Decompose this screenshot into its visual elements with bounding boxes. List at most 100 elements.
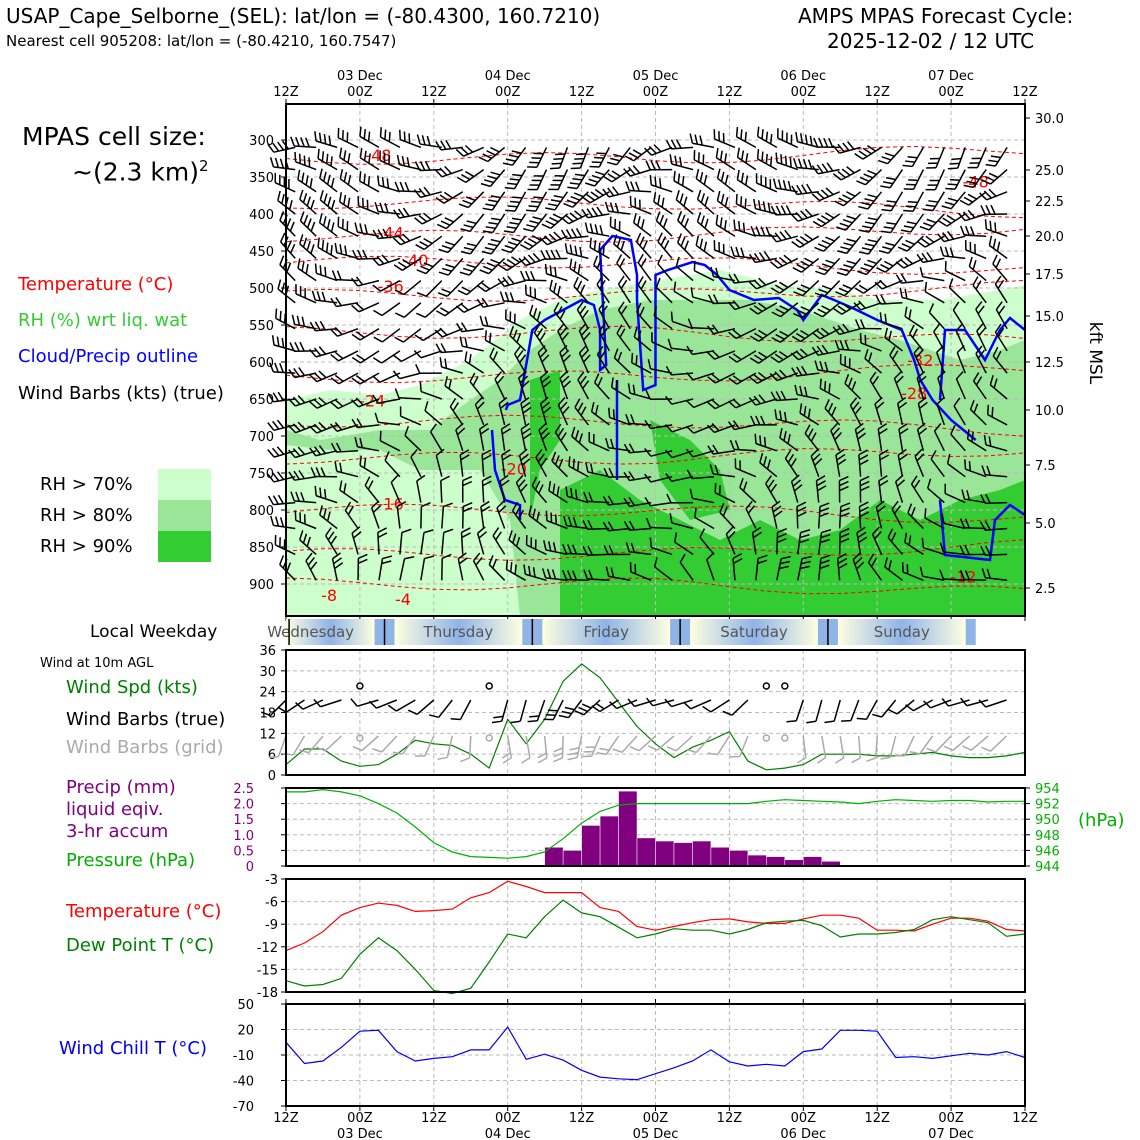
xsection-wind-barb <box>878 235 904 255</box>
precip-bar <box>655 840 675 867</box>
cell-size-text: ~(2.3 km) <box>72 157 199 187</box>
xsection-wind-barb <box>393 350 422 363</box>
wind-barb-grid <box>521 735 531 764</box>
xsection-wind-barb <box>518 448 531 477</box>
xsection-wind-barb <box>966 429 987 452</box>
xsection-wind-barb <box>902 147 925 168</box>
top-date-label: 03 Dec <box>337 69 383 84</box>
temperature-contour-label: -16 <box>378 494 404 513</box>
xsection-wind-barb <box>791 183 819 196</box>
xsection-wind-barb <box>908 324 924 352</box>
precip-legend-1: Precip (mm) <box>66 777 176 798</box>
xsection-wind-barb <box>455 422 466 452</box>
xsection-wind-barb <box>992 254 1008 282</box>
xsection-wind-barb <box>947 147 966 170</box>
xsection-wind-barb <box>528 505 547 530</box>
xsection-wind-barb <box>416 134 442 149</box>
xsection-wind-barb <box>330 442 359 453</box>
xsection-wind-barb <box>330 297 359 308</box>
xsection-wind-barb <box>489 347 506 374</box>
xsection-wind-barb <box>891 500 904 529</box>
xsection-wind-barb <box>581 206 610 219</box>
xsection-wind-barb <box>814 235 841 252</box>
xsection-wind-barb <box>856 257 883 276</box>
wind-barb-grid <box>437 735 454 761</box>
wind-barb-grid <box>553 735 564 763</box>
bottom-hour-label: 12Z <box>864 1111 890 1126</box>
xsection-wind-barb <box>651 332 673 352</box>
xsection-wind-barb <box>884 557 903 581</box>
xsection-wind-barb <box>959 225 987 237</box>
xsection-wind-barb <box>267 471 296 483</box>
xsection-wind-barb <box>645 160 673 171</box>
xsection-wind-barb <box>790 474 803 503</box>
xsection-wind-barb <box>941 191 966 210</box>
xsection-wind-barb <box>878 449 890 477</box>
xsection-wind-barb <box>728 372 757 385</box>
xsection-wind-barb <box>434 165 463 178</box>
xsection-wind-barb <box>456 322 484 333</box>
xsection-wind-barb <box>676 233 694 259</box>
xsection-wind-barb <box>319 505 338 530</box>
kft-tick-label: 12.5 <box>1035 356 1064 371</box>
wind-barb-true <box>350 698 379 707</box>
xsection-wind-barb <box>975 345 987 374</box>
xsection-wind-barb <box>488 555 506 581</box>
xsection-wind-barb <box>880 213 904 234</box>
xsection-wind-barb <box>291 314 317 330</box>
xsection-wind-barb <box>574 398 589 426</box>
xsection-wind-barb <box>897 448 908 477</box>
xsection-wind-barb <box>500 423 511 451</box>
xsection-wind-barb <box>267 446 296 458</box>
weekday-band-gradient <box>394 619 523 645</box>
xsection-wind-barb <box>449 397 464 426</box>
xsection-wind-barb <box>775 152 799 171</box>
precip-frame <box>285 787 1026 867</box>
pressure-tick-label: 650 <box>249 393 274 408</box>
xsection-wind-barb <box>478 422 490 451</box>
xsection-wind-barb <box>838 502 851 529</box>
xsection-wind-barb <box>980 545 1008 556</box>
xsection-wind-barb <box>435 191 464 204</box>
xsection-wind-barb <box>519 234 547 251</box>
weekday-label: Sunday <box>874 623 930 641</box>
top-hour-label: 12Z <box>717 85 743 100</box>
xsection-wind-barb <box>424 401 443 426</box>
xsection-wind-barb <box>598 301 610 330</box>
pressure-tick-label: 800 <box>249 504 274 519</box>
wind-barb-grid <box>909 735 934 755</box>
xsection-wind-barb <box>384 451 401 478</box>
xsection-wind-barb <box>655 277 673 304</box>
xsection-wind-barb <box>935 345 946 374</box>
xsection-wind-barb <box>582 519 610 530</box>
bottom-hour-label: 00Z <box>643 1111 669 1126</box>
xsection-wind-barb <box>492 527 506 555</box>
precip-tick-label: 2.5 <box>233 782 254 797</box>
xsection-wind-barb <box>795 131 819 149</box>
top-date-label: 07 Dec <box>928 69 974 84</box>
wind-barb-grid <box>581 735 601 758</box>
wind-barb-grid <box>629 735 657 752</box>
xsection-wind-barb <box>852 552 865 581</box>
xsection-wind-barb <box>414 160 442 172</box>
xsection-wind-barb <box>771 302 799 318</box>
cloud-outline <box>938 316 1026 401</box>
xsection-wind-barb <box>730 246 756 260</box>
xsection-wind-barb <box>582 545 610 556</box>
cell-size-label: MPAS cell size: <box>22 122 206 151</box>
xsection-wind-barb <box>734 458 757 478</box>
xsection-wind-barb <box>838 527 850 555</box>
xsection-wind-barb <box>429 423 443 452</box>
xsection-wind-barb <box>736 169 757 193</box>
xsection-wind-barb <box>551 451 568 478</box>
pressure-tick-label: 950 <box>1035 813 1060 828</box>
wind-barb-grid <box>612 735 638 753</box>
xsection-wind-barb <box>569 258 589 282</box>
xsection-wind-barb <box>334 461 359 478</box>
xsection-wind-barb <box>814 360 840 374</box>
xsection-wind-barb <box>571 426 589 452</box>
xsection-wind-barb <box>713 129 736 149</box>
xsection-wind-barb <box>776 528 787 555</box>
xsection-wind-barb <box>830 422 843 452</box>
xsection-wind-barb <box>707 444 736 455</box>
